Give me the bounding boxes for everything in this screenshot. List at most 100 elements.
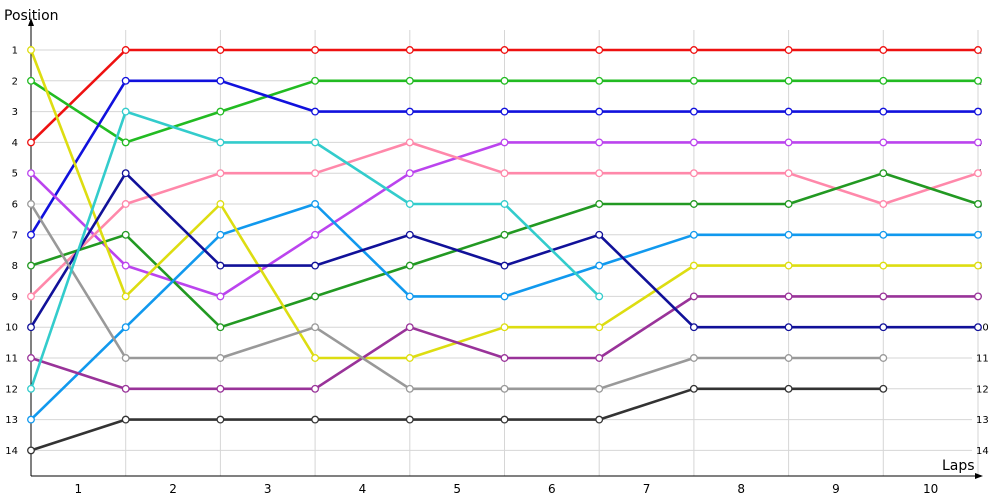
data-point	[311, 323, 320, 332]
data-point	[784, 323, 793, 332]
data-point	[311, 415, 320, 424]
data-point	[121, 107, 130, 116]
series-4	[27, 138, 982, 301]
data-point	[879, 261, 888, 270]
data-point	[784, 169, 793, 178]
data-point	[121, 169, 130, 178]
data-point	[27, 384, 35, 393]
data-point	[311, 200, 320, 208]
x-tick-label: 3	[264, 482, 272, 496]
y-tick-label-right: 13	[976, 415, 989, 426]
data-point	[121, 46, 130, 54]
data-point	[595, 323, 604, 332]
series-13	[27, 107, 604, 393]
data-point	[405, 169, 414, 178]
data-point	[405, 261, 414, 270]
data-point	[405, 200, 414, 208]
data-point	[784, 46, 793, 54]
x-tick-label: 5	[453, 482, 461, 496]
data-point	[216, 138, 225, 147]
data-point	[500, 138, 509, 147]
data-point	[500, 169, 509, 178]
data-point	[216, 415, 225, 424]
data-point	[500, 292, 509, 301]
data-point	[974, 323, 982, 332]
series-7	[27, 200, 982, 424]
y-tick-label: 7	[12, 230, 18, 241]
data-point	[974, 169, 982, 178]
data-point	[121, 261, 130, 270]
data-point	[784, 292, 793, 301]
data-point	[27, 76, 35, 85]
data-point	[974, 46, 982, 54]
y-tick-label-right: 14	[976, 446, 989, 457]
data-point	[216, 354, 225, 362]
data-point	[784, 138, 793, 147]
data-point	[689, 384, 698, 393]
data-point	[595, 415, 604, 424]
y-tick-label: 2	[12, 76, 18, 87]
data-point	[879, 107, 888, 116]
data-point	[121, 292, 130, 301]
data-point	[974, 261, 982, 270]
data-point	[595, 138, 604, 147]
x-tick-label: 4	[359, 482, 367, 496]
data-point	[595, 200, 604, 208]
data-point	[595, 230, 604, 239]
data-point	[216, 169, 225, 178]
data-point	[879, 230, 888, 239]
y-axis-title: Position	[4, 8, 59, 24]
data-point	[689, 230, 698, 239]
data-point	[500, 415, 509, 424]
data-point	[879, 138, 888, 147]
data-point	[311, 261, 320, 270]
data-point	[595, 261, 604, 270]
data-point	[27, 354, 35, 362]
data-point	[405, 107, 414, 116]
data-point	[500, 384, 509, 393]
data-point	[121, 415, 130, 424]
series-9	[27, 292, 982, 393]
data-point	[784, 107, 793, 116]
data-point	[27, 46, 35, 54]
series-12	[27, 384, 888, 455]
x-tick-label: 2	[169, 482, 177, 496]
data-point	[216, 261, 225, 270]
y-tick-label: 10	[5, 323, 18, 334]
data-point	[405, 138, 414, 147]
data-point	[689, 169, 698, 178]
data-point	[216, 384, 225, 393]
data-point	[27, 292, 35, 301]
data-point	[879, 384, 888, 393]
data-point	[500, 261, 509, 270]
data-point	[689, 76, 698, 85]
x-tick-label: 7	[643, 482, 651, 496]
data-point	[500, 354, 509, 362]
data-point	[500, 46, 509, 54]
data-point	[311, 46, 320, 54]
data-point	[879, 292, 888, 301]
data-point	[689, 46, 698, 54]
data-point	[689, 354, 698, 362]
data-point	[405, 354, 414, 362]
series-6	[27, 169, 982, 332]
data-point	[311, 230, 320, 239]
data-point	[784, 76, 793, 85]
data-point	[879, 354, 888, 362]
series-line	[30, 387, 884, 452]
data-point	[216, 230, 225, 239]
y-tick-label: 6	[12, 200, 18, 211]
y-tick-label: 3	[12, 107, 18, 118]
data-point	[500, 107, 509, 116]
data-point	[27, 230, 35, 239]
data-point	[27, 261, 35, 270]
data-point	[27, 415, 35, 424]
data-point	[595, 76, 604, 85]
data-point	[27, 200, 35, 208]
data-point	[974, 230, 982, 239]
data-point	[689, 292, 698, 301]
data-point	[27, 323, 35, 332]
x-tick-label: 6	[548, 482, 556, 496]
y-tick-label-right: 11	[976, 354, 989, 365]
